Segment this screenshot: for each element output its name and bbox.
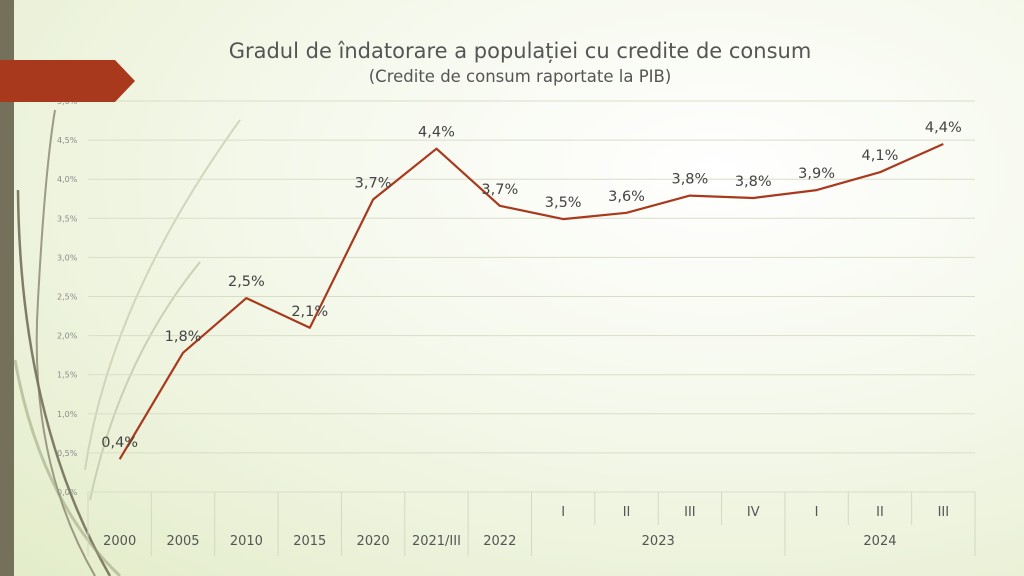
data-label: 2,5% (228, 274, 265, 290)
y-tick-label: 3,0% (57, 253, 78, 262)
y-tick-label: 3,5% (57, 214, 78, 223)
x-tick-label: 2005 (166, 534, 199, 549)
y-tick-label: 4,0% (57, 175, 78, 184)
red-tab-arrow (0, 60, 135, 102)
data-label: 3,7% (355, 176, 392, 192)
decor-curve-2 (35, 109, 96, 576)
data-labels: 0,4% 1,8% 2,5% 2,1% 3,7% 4,4% 3,7% 3,5% 3,6% 3,8%… (101, 120, 961, 451)
decor-curve-1 (16, 189, 112, 576)
left-decorative-bar (0, 0, 14, 576)
decorative-curves (13, 109, 241, 576)
x-group-label: 2023 (642, 534, 675, 549)
x-tick-label: III (938, 505, 950, 520)
x-group-label: 2024 (863, 534, 896, 549)
decor-curve-5 (89, 261, 201, 501)
x-tick-label: IV (747, 505, 760, 520)
x-tick-label: 2010 (230, 534, 263, 549)
x-tick-label: 2000 (103, 534, 136, 549)
chart-title: Gradul de îndatorare a populației cu cre… (229, 39, 812, 63)
data-label: 3,7% (481, 182, 518, 198)
y-tick-label: 4,5% (57, 136, 78, 145)
x-tick-label: 2020 (357, 534, 390, 549)
y-tick-label: 1,5% (57, 371, 78, 380)
y-axis-ticks: 0,0% 0,5% 1,0% 1,5% 2,0% 2,5% 3,0% 3,5% 4,0% 4,5%… (57, 97, 78, 497)
data-label: 4,4% (418, 125, 455, 141)
data-label: 3,8% (735, 174, 772, 190)
x-tick-label: I (815, 505, 819, 520)
data-label: 3,5% (545, 195, 582, 211)
data-label: 3,6% (608, 189, 645, 205)
y-tick-label: 0,5% (57, 449, 78, 458)
y-tick-label: 2,5% (57, 293, 78, 302)
data-label: 0,4% (101, 435, 138, 451)
x-tick-label: II (623, 505, 631, 520)
decor-curve-3 (13, 359, 122, 576)
data-label: 4,1% (862, 148, 899, 164)
x-tick-label: III (684, 505, 696, 520)
y-tick-label: 0,0% (57, 488, 78, 497)
x-tick-label: 2022 (483, 534, 516, 549)
y-tick-label: 1,0% (57, 410, 78, 419)
decor-curve-4 (84, 119, 241, 471)
data-label: 3,8% (671, 172, 708, 188)
x-tick-label: 2015 (293, 534, 326, 549)
data-label: 3,9% (798, 166, 835, 182)
chart-subtitle: (Credite de consum raportate la PIB) (369, 67, 672, 86)
y-tick-label: 2,0% (57, 332, 78, 341)
x-tick-label: 2021/III (412, 534, 461, 549)
data-label: 4,4% (925, 120, 962, 136)
x-tick-label: I (561, 505, 565, 520)
gridlines (88, 100, 975, 493)
data-label: 1,8% (165, 329, 202, 345)
series-line (118, 142, 944, 460)
red-decorative-tab (0, 60, 135, 102)
x-tick-label: II (876, 505, 884, 520)
data-label: 2,1% (291, 304, 328, 320)
